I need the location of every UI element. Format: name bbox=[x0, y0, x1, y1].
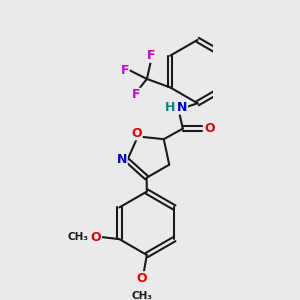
Text: CH₃: CH₃ bbox=[131, 291, 152, 300]
Text: F: F bbox=[121, 64, 129, 77]
Text: N: N bbox=[117, 153, 127, 166]
Text: O: O bbox=[204, 122, 214, 135]
Text: F: F bbox=[132, 88, 141, 101]
Text: CH₃: CH₃ bbox=[68, 232, 89, 242]
Text: O: O bbox=[91, 230, 101, 244]
Text: H: H bbox=[164, 101, 175, 114]
Text: O: O bbox=[136, 272, 147, 285]
Text: O: O bbox=[131, 127, 142, 140]
Text: F: F bbox=[147, 49, 155, 62]
Text: N: N bbox=[177, 101, 188, 114]
